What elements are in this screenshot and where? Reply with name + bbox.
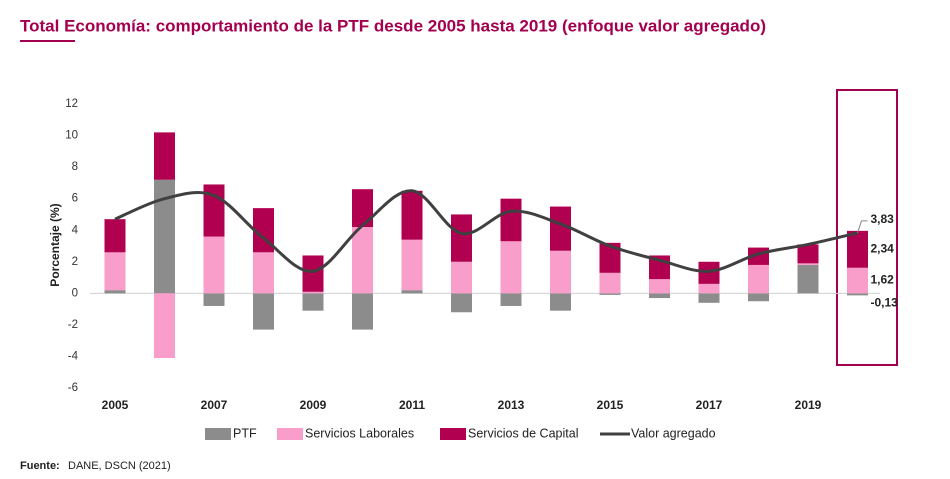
x-tick-label: 2015: [597, 398, 624, 412]
bar: [847, 267, 868, 294]
bar: [797, 244, 819, 264]
bar: [104, 252, 126, 291]
legend-label: Servicios Laborales: [305, 426, 414, 440]
bar: [748, 293, 769, 302]
bar: [154, 293, 175, 359]
highlight-box: [836, 89, 898, 366]
bar: [847, 230, 868, 268]
bar: [500, 198, 522, 242]
value-label: 1,62: [871, 273, 895, 287]
bar: [550, 293, 571, 311]
legend-swatch: [277, 428, 303, 440]
bar: [698, 293, 720, 303]
x-tick-label: 2009: [300, 398, 327, 412]
bar: [451, 261, 472, 294]
bar: [451, 214, 472, 262]
bar: [500, 293, 522, 306]
legend-swatch: [440, 428, 466, 440]
bar: [104, 219, 126, 253]
bar: [649, 293, 670, 299]
bar: [698, 283, 720, 294]
bar: [550, 250, 571, 294]
bar: [401, 239, 423, 291]
bar: [451, 293, 472, 313]
bar: [797, 263, 819, 265]
y-tick-label: -2: [68, 319, 78, 331]
bar: [104, 290, 126, 294]
bar: [154, 132, 175, 180]
legend-label: Servicios de Capital: [468, 426, 578, 440]
bar: [203, 236, 225, 294]
source: DANE, DSCN (2021): [68, 460, 171, 472]
y-tick-label: -6: [68, 382, 78, 394]
bar: [401, 190, 423, 240]
bar: [698, 261, 720, 284]
bar: [302, 255, 324, 292]
bar: [649, 279, 670, 294]
bar: [550, 206, 571, 251]
y-tick-label: 4: [72, 224, 79, 236]
y-tick-label: -4: [68, 350, 79, 362]
bar: [154, 179, 175, 294]
bar: [599, 272, 621, 294]
bar: [599, 293, 621, 295]
x-tick-label: 2007: [201, 398, 228, 412]
value-label: 3,83: [871, 212, 895, 226]
source-label: Fuente:: [20, 460, 60, 472]
bar: [302, 293, 324, 311]
y-tick-label: 0: [72, 287, 78, 299]
bar: [847, 293, 868, 296]
leader-line: [857, 220, 868, 234]
legend-label: PTF: [233, 426, 257, 440]
legend-swatch: [205, 428, 231, 440]
bar: [302, 291, 324, 294]
y-tick-label: 6: [72, 193, 78, 205]
y-tick-label: 8: [72, 161, 78, 173]
bar: [599, 242, 621, 273]
bar: [253, 252, 274, 294]
legend-label: Valor agregado: [631, 426, 716, 440]
y-tick-label: 10: [65, 130, 78, 142]
bar: [352, 293, 373, 330]
bar: [797, 264, 819, 294]
y-tick-label: 2: [72, 256, 78, 268]
bar: [748, 264, 769, 294]
bar: [500, 241, 522, 294]
value-label: 2,34: [871, 241, 895, 255]
x-tick-label: 2017: [696, 398, 723, 412]
bar: [203, 293, 225, 306]
x-tick-label: 2019: [795, 398, 822, 412]
y-axis-label: Porcentaje (%): [48, 203, 62, 286]
value-label: -0,13: [871, 296, 899, 310]
y-tick-label: 12: [65, 98, 78, 110]
bar: [401, 290, 423, 294]
chart-title: Total Economía: comportamiento de la PTF…: [20, 16, 766, 35]
x-tick-label: 2013: [498, 398, 525, 412]
bar: [352, 227, 373, 294]
x-tick-label: 2005: [102, 398, 129, 412]
x-tick-label: 2011: [399, 398, 425, 412]
line: [114, 189, 858, 273]
bar: [352, 189, 373, 228]
bar: [253, 293, 274, 330]
